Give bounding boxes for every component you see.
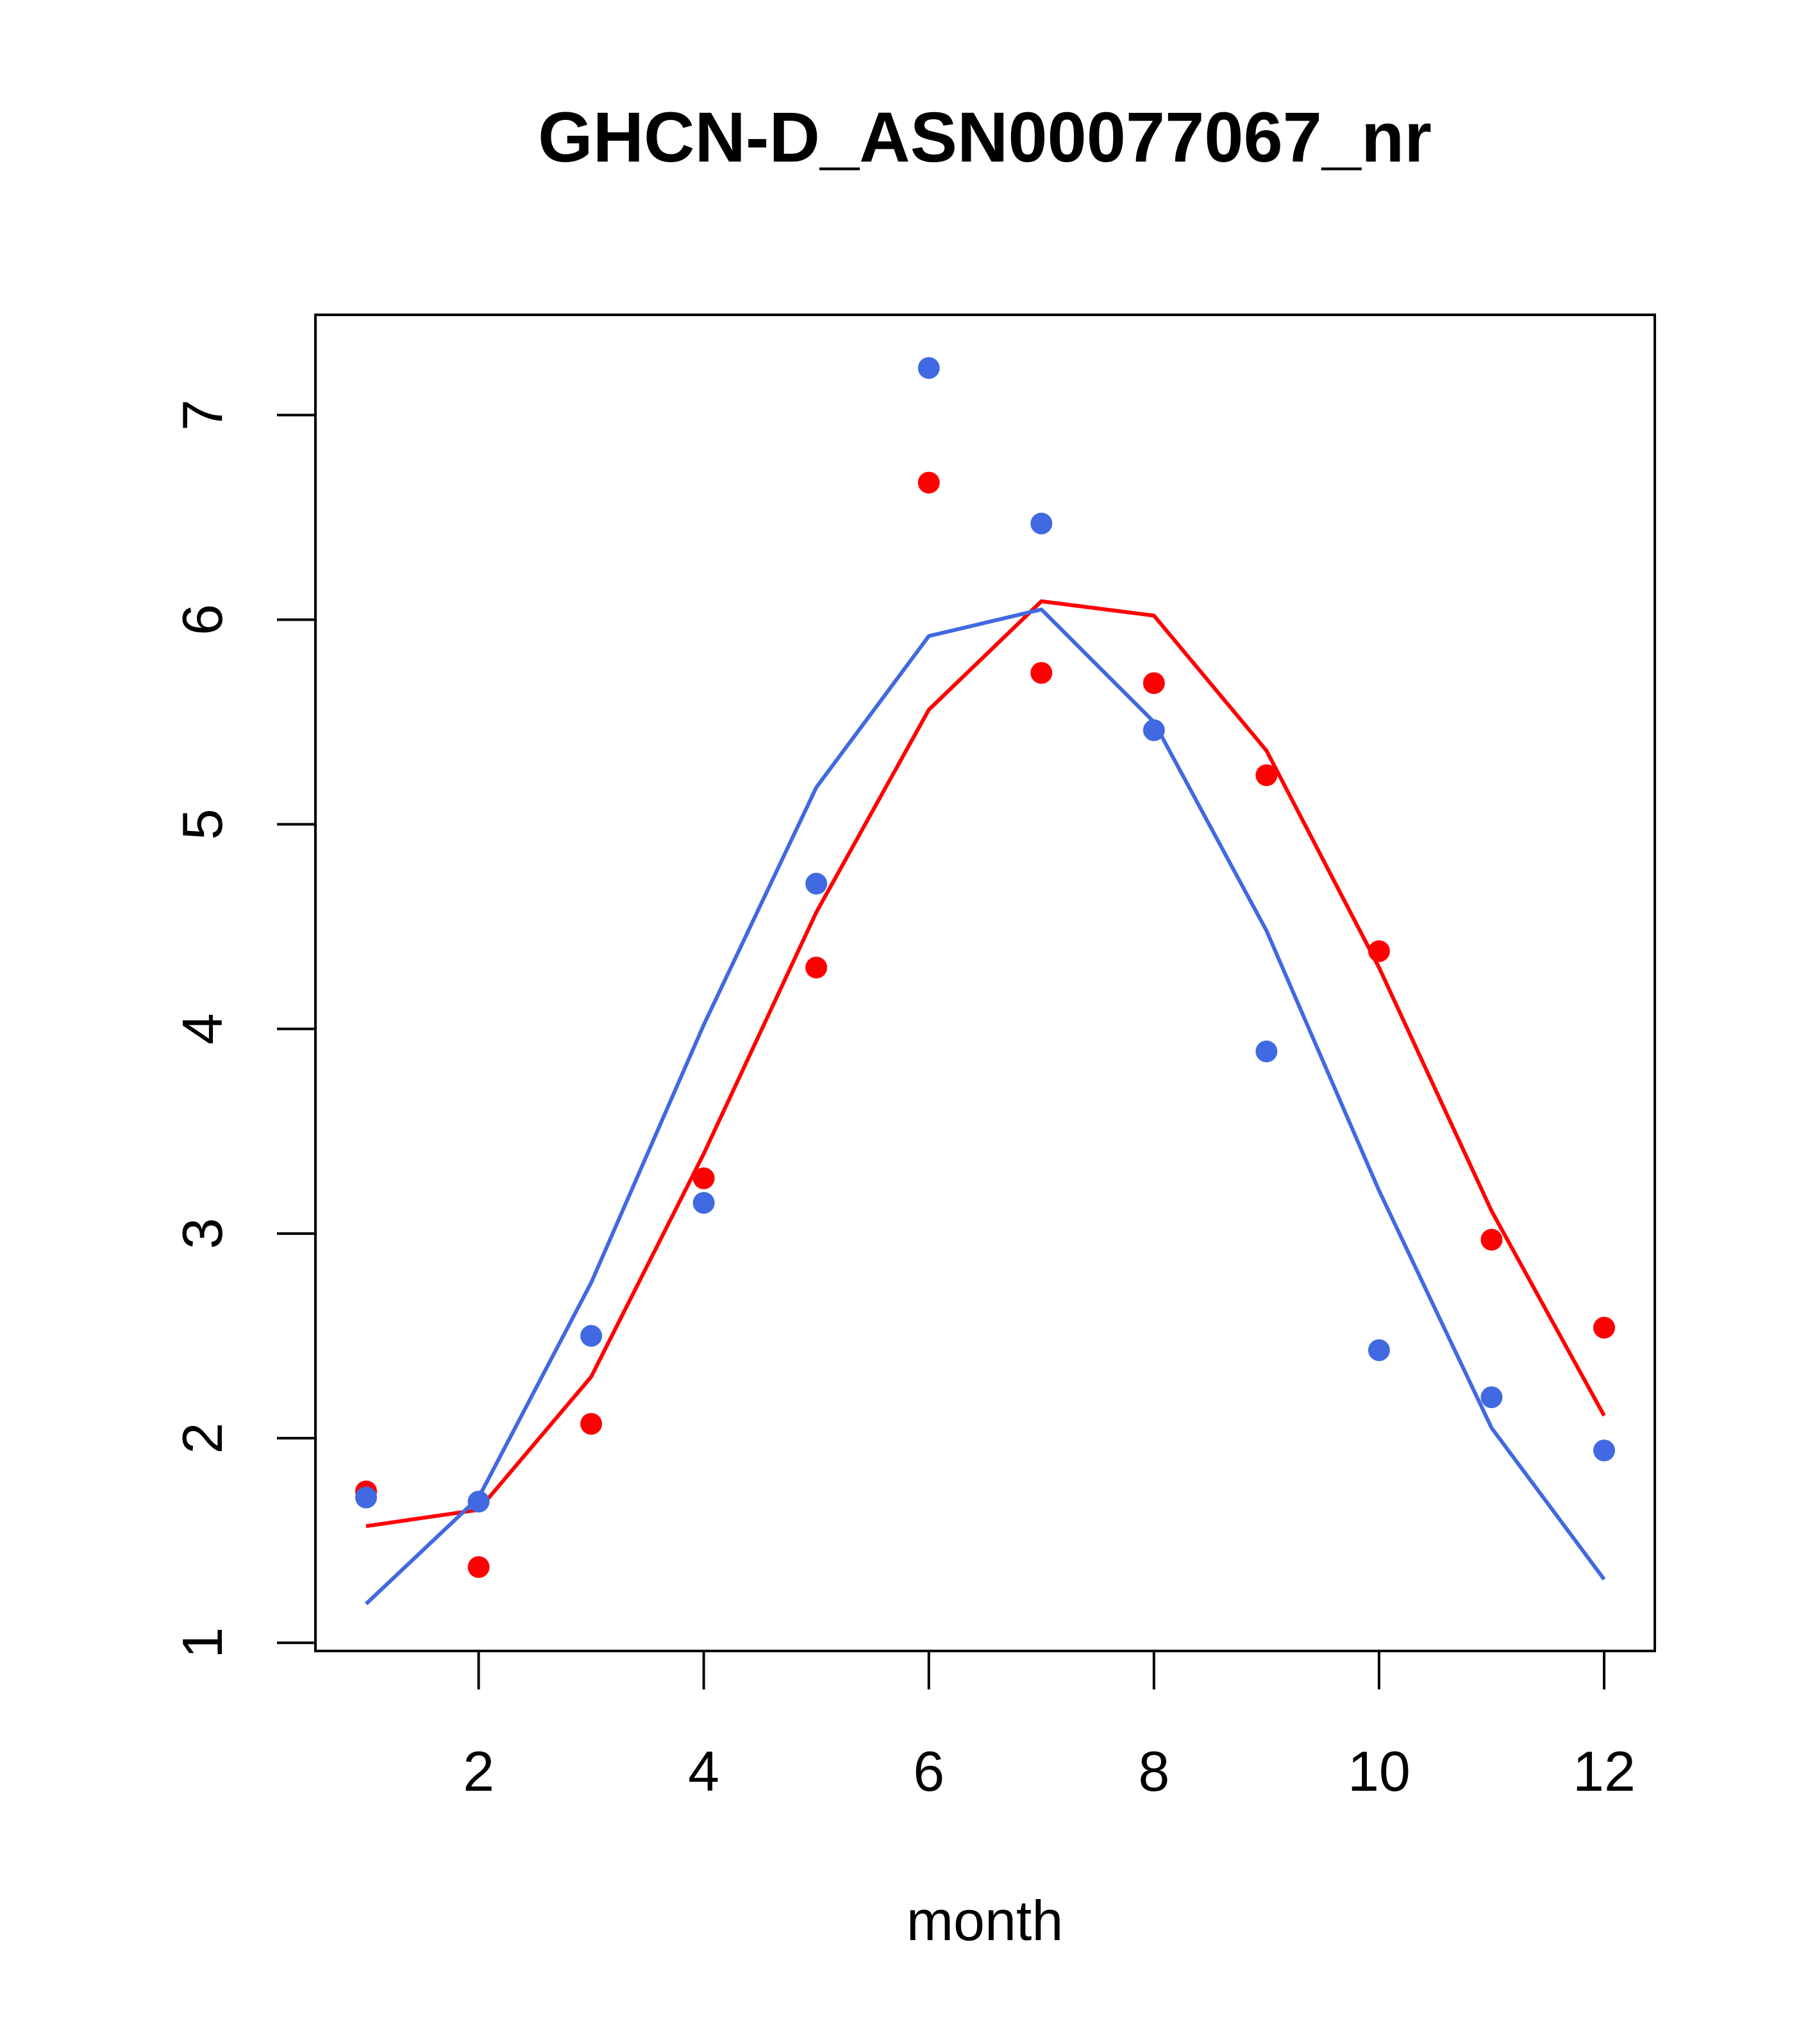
series-2-point [805,873,828,895]
y-tick-label: 2 [171,1423,234,1454]
series-1-point [1255,764,1278,787]
series-2-point [1593,1439,1616,1462]
series-2-point [1030,512,1053,535]
series-2-point [355,1486,377,1509]
x-tick-label: 10 [1348,1739,1411,1803]
x-tick-label: 6 [913,1739,944,1803]
y-axis: 1 2 3 4 5 6 7 [171,399,317,1659]
series-2-point [1480,1386,1503,1409]
chart-title: GHCN-D_ASN00077067_nr [538,98,1432,177]
series-1-point [1030,662,1053,684]
series-1-point [467,1556,490,1579]
series-1-point [805,957,828,979]
x-axis-label: month [907,1889,1064,1952]
y-tick-label: 1 [171,1627,234,1659]
y-tick-label: 7 [171,399,234,431]
plot-frame [314,314,1656,1652]
series-2-point [692,1192,715,1214]
series-1-point [1368,940,1390,962]
y-tick-label: 6 [171,604,234,635]
x-tick-label: 2 [463,1739,494,1803]
series-1-point [1593,1316,1616,1339]
series-2-point [917,356,940,379]
x-axis: 2 4 6 8 10 12 [463,1650,1636,1803]
y-tick-label: 4 [171,1013,234,1044]
series-2-point [580,1325,603,1347]
series-1-point [1480,1228,1503,1251]
series-2-point [467,1491,490,1513]
y-tick-label: 5 [171,808,234,840]
series-layer [355,356,1616,1605]
x-tick-label: 8 [1138,1739,1169,1803]
series-1-line [365,599,1606,1529]
series-2-point [1368,1339,1390,1361]
x-tick-label: 12 [1573,1739,1636,1803]
series-1-point [1143,672,1165,694]
series-2-point [1143,719,1165,741]
series-2-point [1255,1040,1278,1062]
x-tick-label: 4 [688,1739,719,1803]
y-tick-label: 3 [171,1218,234,1249]
series-1-point [917,471,940,494]
series-1-point [692,1167,715,1189]
series-2-line [364,607,1606,1605]
series-1-point [580,1412,603,1435]
